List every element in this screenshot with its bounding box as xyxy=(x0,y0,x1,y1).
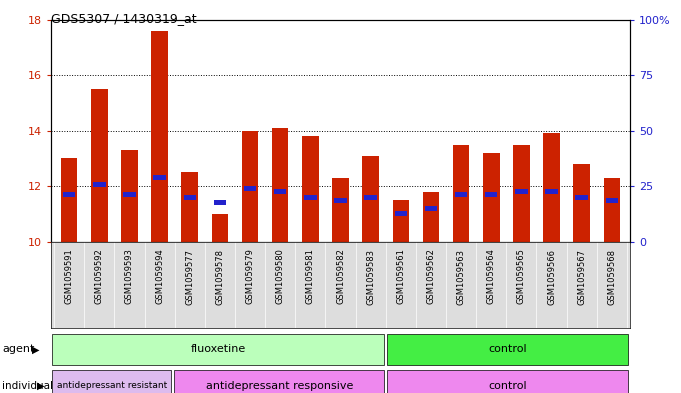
Text: agent: agent xyxy=(2,344,35,354)
Bar xyxy=(387,334,628,365)
Bar xyxy=(93,182,106,187)
Text: GSM1059579: GSM1059579 xyxy=(246,249,255,305)
Bar xyxy=(304,195,317,200)
Text: fluoxetine: fluoxetine xyxy=(191,344,247,354)
Text: GSM1059564: GSM1059564 xyxy=(487,249,496,305)
Bar xyxy=(242,130,258,242)
Bar xyxy=(91,89,108,242)
Text: GSM1059591: GSM1059591 xyxy=(65,249,74,304)
Bar xyxy=(387,370,628,393)
Bar xyxy=(181,172,198,242)
Bar xyxy=(302,136,319,242)
Bar xyxy=(244,186,256,191)
Bar xyxy=(332,178,349,242)
Bar xyxy=(515,189,528,194)
Text: GSM1059562: GSM1059562 xyxy=(426,249,435,305)
Text: individual: individual xyxy=(2,381,53,391)
Bar xyxy=(274,189,287,194)
Bar xyxy=(603,178,620,242)
Bar xyxy=(52,370,171,393)
Bar xyxy=(573,164,590,242)
Bar xyxy=(513,145,530,242)
Bar xyxy=(151,31,168,242)
Bar xyxy=(392,200,409,242)
Bar xyxy=(61,158,78,242)
Text: control: control xyxy=(489,381,527,391)
Bar xyxy=(63,192,76,197)
Bar xyxy=(184,195,196,200)
Text: GSM1059565: GSM1059565 xyxy=(517,249,526,305)
Bar xyxy=(483,153,500,242)
Bar xyxy=(362,156,379,242)
Bar xyxy=(272,128,289,242)
Text: GSM1059581: GSM1059581 xyxy=(306,249,315,305)
Bar xyxy=(52,334,384,365)
Text: GDS5307 / 1430319_at: GDS5307 / 1430319_at xyxy=(51,12,197,25)
Text: GSM1059578: GSM1059578 xyxy=(215,249,225,305)
Text: ▶: ▶ xyxy=(32,344,39,354)
Text: GSM1059592: GSM1059592 xyxy=(95,249,104,304)
Bar xyxy=(334,198,347,202)
Bar xyxy=(153,175,166,180)
Bar xyxy=(212,214,228,242)
Text: GSM1059593: GSM1059593 xyxy=(125,249,134,305)
Text: GSM1059566: GSM1059566 xyxy=(547,249,556,305)
Text: antidepressant resistant: antidepressant resistant xyxy=(57,382,167,390)
Text: ▶: ▶ xyxy=(37,381,44,391)
Bar xyxy=(121,150,138,242)
Bar xyxy=(425,206,437,211)
Text: GSM1059577: GSM1059577 xyxy=(185,249,194,305)
Bar xyxy=(575,195,588,200)
Bar xyxy=(364,195,377,200)
Bar xyxy=(453,145,469,242)
Text: GSM1059563: GSM1059563 xyxy=(456,249,466,305)
Text: GSM1059561: GSM1059561 xyxy=(396,249,405,305)
Bar xyxy=(545,189,558,194)
Text: control: control xyxy=(489,344,527,354)
Text: GSM1059594: GSM1059594 xyxy=(155,249,164,304)
Text: antidepressant responsive: antidepressant responsive xyxy=(206,381,353,391)
Text: GSM1059567: GSM1059567 xyxy=(577,249,586,305)
Text: GSM1059583: GSM1059583 xyxy=(366,249,375,305)
Bar xyxy=(174,370,384,393)
Bar xyxy=(423,192,439,242)
Bar xyxy=(214,200,226,205)
Text: GSM1059568: GSM1059568 xyxy=(607,249,616,305)
Text: GSM1059582: GSM1059582 xyxy=(336,249,345,305)
Bar xyxy=(455,192,467,197)
Bar xyxy=(394,211,407,217)
Text: GSM1059580: GSM1059580 xyxy=(276,249,285,305)
Bar xyxy=(543,134,560,242)
Bar xyxy=(485,192,497,197)
Bar xyxy=(123,192,136,197)
Bar xyxy=(605,198,618,202)
